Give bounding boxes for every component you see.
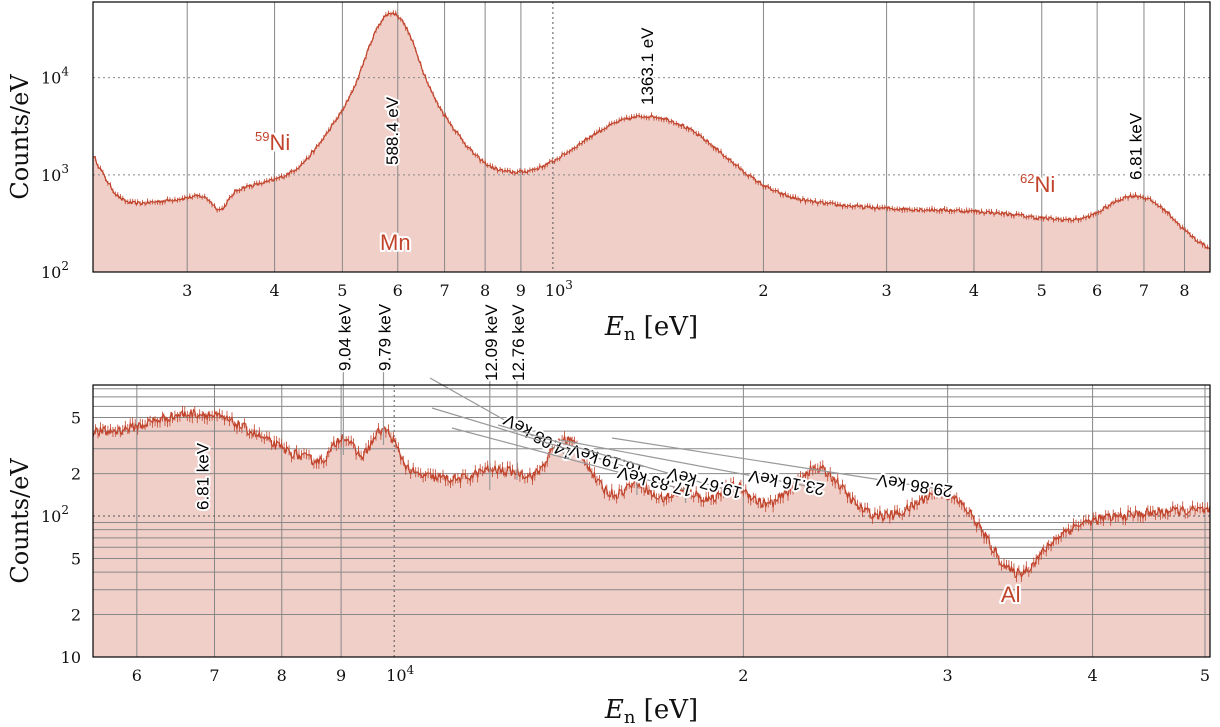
y-tick-label: 5: [71, 549, 81, 568]
leader-line: [497, 424, 736, 493]
leader-line: [611, 437, 946, 491]
y-tick-label: 103: [41, 162, 69, 185]
peak-energy-label: 9.79 keV: [375, 303, 394, 371]
y-tick-label: 5: [71, 408, 81, 427]
y-tick-exponent: 2: [61, 259, 69, 273]
x-tick-label: 5: [337, 281, 347, 300]
peak-energy-label: 29.86 keV: [875, 470, 954, 501]
x-tick-label: 5: [1037, 281, 1047, 300]
x-tick-label: 6: [132, 666, 142, 685]
y-tick-label: 104: [41, 65, 69, 88]
spectrum-fill: [93, 12, 1210, 272]
y-tick-label: 102: [41, 503, 69, 526]
isotope-mass: 62: [1020, 171, 1034, 186]
peak-energy-label: 12.09 keV: [482, 304, 501, 381]
lower-spectrum-line: [92, 405, 1211, 583]
upper-x-axis-label: En [eV]: [604, 312, 698, 345]
x-tick-label: 8: [277, 666, 287, 685]
y-tick-exponent: 4: [61, 65, 69, 79]
upper-plot-frame: [92, 1, 1211, 273]
lower-x-axis-label: En [eV]: [604, 695, 698, 727]
lower-x-tick-labels: 6 7 8 9 104 2 3 4 5: [132, 663, 1210, 685]
x-tick-label: 104: [386, 663, 414, 685]
lower-grid: [93, 385, 1210, 657]
peak-energy-label: 9.04 keV: [335, 303, 354, 371]
element-symbol: Ni: [1034, 172, 1055, 197]
isotope-mass: 59: [255, 129, 269, 144]
y-tick-exponent: 3: [61, 162, 69, 176]
x-tick-label: 4: [269, 281, 279, 300]
x-tick-label: 4: [969, 281, 979, 300]
peak-energy-label: 12.76 keV: [509, 304, 528, 381]
x-tick-exponent: 3: [565, 278, 573, 292]
lower-y-axis-label: Counts/eV: [6, 458, 34, 584]
x-tick-exponent: 4: [407, 663, 415, 677]
x-axis-label-symbol: E: [604, 695, 624, 725]
element-label: 59Ni: [255, 129, 290, 155]
element-label: Al: [1001, 582, 1021, 607]
x-axis-label-unit: [eV]: [635, 312, 698, 342]
x-tick-label: 6: [1092, 281, 1102, 300]
peak-energy-label: 6.81 keV: [1127, 112, 1146, 180]
upper-x-tick-labels: 3 4 5 6 7 8 9 103 2 3 4 5 6 7 8: [182, 278, 1190, 300]
x-axis-label-unit: [eV]: [635, 695, 698, 725]
y-tick-exponent: 2: [61, 503, 69, 517]
x-axis-label-symbol: E: [604, 312, 624, 342]
leader-line: [451, 427, 686, 491]
x-axis-label-subscript: n: [624, 707, 636, 727]
x-tick-label: 3: [882, 281, 892, 300]
leader-line: [559, 439, 818, 489]
x-tick-label: 2: [758, 281, 768, 300]
element-symbol: Ni: [269, 130, 290, 155]
upper-spectrum-area: [93, 12, 1210, 272]
x-tick-label: 9: [516, 281, 526, 300]
x-tick-label: 103: [545, 278, 573, 300]
upper-y-tick-labels: 102 103 104: [41, 65, 69, 282]
peak-energy-label: 1363.1 eV: [638, 27, 657, 105]
y-tick-label: 102: [41, 259, 69, 282]
x-tick-label: 3: [943, 666, 953, 685]
x-tick-label: 5: [1200, 666, 1210, 685]
x-tick-label: 8: [1179, 281, 1189, 300]
y-tick-label: 2: [71, 606, 81, 625]
x-tick-label: 7: [439, 281, 449, 300]
x-tick-label: 9: [336, 666, 346, 685]
x-tick-label: 2: [738, 666, 748, 685]
peak-energy-label: 6.81 keV: [194, 442, 213, 510]
lower-plot-frame: [92, 384, 1211, 658]
x-tick-label: 4: [1087, 666, 1097, 685]
x-axis-label-subscript: n: [624, 324, 636, 345]
x-tick-label: 8: [480, 281, 490, 300]
x-tick-label: 3: [182, 281, 192, 300]
upper-y-axis-label: Counts/eV: [6, 74, 34, 200]
lower-spectrum-area: [93, 409, 1210, 657]
spectrum-fill: [93, 409, 1210, 657]
upper-spectrum-line: [92, 10, 1211, 252]
element-label: Mn: [380, 230, 411, 255]
upper-grid: [93, 2, 1210, 272]
y-tick-label: 10: [61, 648, 81, 667]
element-label: 62Ni: [1020, 171, 1055, 197]
leader-line: [431, 407, 638, 471]
x-tick-label: 7: [1139, 281, 1149, 300]
x-tick-label: 7: [209, 666, 219, 685]
x-tick-label: 6: [393, 281, 403, 300]
y-tick-label: 2: [71, 465, 81, 484]
lower-spectrum-panel: 6.81 keV 9.04 keV 9.79 keV 12.09 keV 12.76 k…: [6, 301, 1211, 727]
peak-energy-label: 588.4 eV: [383, 96, 402, 165]
